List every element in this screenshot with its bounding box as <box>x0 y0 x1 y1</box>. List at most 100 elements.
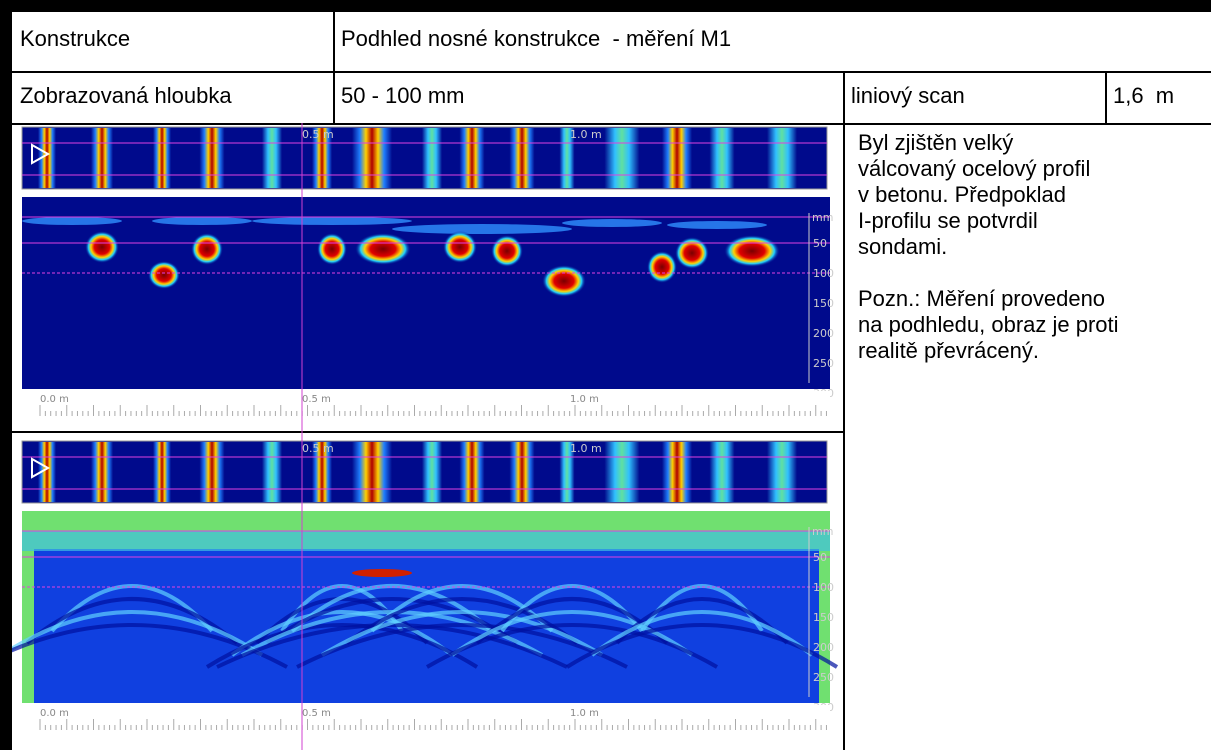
cell: 1,6 m <box>1105 71 1211 125</box>
hyperbola <box>320 610 604 657</box>
hyperbola <box>25 597 239 645</box>
strip-band <box>767 128 797 188</box>
ruler-label: 1.0 m <box>570 708 599 719</box>
ruler <box>22 391 830 417</box>
blob <box>724 235 780 267</box>
note-paragraph: Pozn.: Měření provedeno na podhledu, obra… <box>858 286 1119 364</box>
note-line: realitě převrácený. <box>858 338 1039 363</box>
strip-label: 0.5 m <box>302 128 334 141</box>
layer <box>22 217 122 225</box>
layer <box>152 217 252 225</box>
depth-label: 250 <box>813 671 834 684</box>
hyperbola <box>216 623 568 669</box>
ruler-label: 0.5 m <box>302 708 331 719</box>
note-line: na podhledu, obraz je proti <box>858 312 1119 337</box>
strip-band <box>604 442 640 502</box>
hyperbola <box>565 623 839 669</box>
note-line: Byl zjištěn velký <box>858 130 1014 155</box>
layer <box>392 224 572 234</box>
strip-band <box>199 442 225 502</box>
strip-band <box>709 442 735 502</box>
play-icon <box>31 457 51 479</box>
note-line: Pozn.: Měření provedeno <box>858 286 1106 311</box>
strip-band <box>91 128 113 188</box>
surface <box>22 531 830 551</box>
strip-band <box>91 442 113 502</box>
cell: liniový scan <box>843 71 1107 125</box>
depth-label: 150 <box>813 611 834 624</box>
note-line: sondami. <box>858 234 948 259</box>
strip-band <box>262 128 282 188</box>
depth-label: 200 <box>813 327 834 340</box>
depth-label: 250 <box>813 357 834 370</box>
layer <box>252 217 412 225</box>
scan-images: 0.5 m1.0 mmm501001502002503000.0 m0.5 m1… <box>12 123 843 750</box>
depth-label: 100 <box>813 267 834 280</box>
strip-band <box>153 128 171 188</box>
blob <box>85 231 119 263</box>
hyperbola <box>265 597 519 645</box>
depth-label: 50 <box>813 237 827 250</box>
depth-label: 200 <box>813 641 834 654</box>
divider <box>843 123 845 750</box>
blob <box>675 237 709 269</box>
note-line: v betonu. Předpoklad <box>858 182 1066 207</box>
depth-label: 100 <box>813 581 834 594</box>
blob <box>355 233 411 265</box>
blob <box>491 235 523 267</box>
strip-band <box>153 442 171 502</box>
strip-band <box>352 128 392 188</box>
border-top <box>0 0 1211 12</box>
strip-band <box>604 128 640 188</box>
strip-band <box>262 442 282 502</box>
cell: 50 - 100 mm <box>333 71 845 125</box>
cell: Konstrukce <box>12 12 335 73</box>
blob <box>647 251 677 283</box>
strip-band <box>422 128 442 188</box>
strip-label: 1.0 m <box>570 442 602 455</box>
hyperbola <box>450 610 694 657</box>
play-icon <box>31 143 51 165</box>
hyperbola <box>296 623 628 669</box>
strip-band <box>352 442 392 502</box>
strip-label: 0.5 m <box>302 442 334 455</box>
hyperbola <box>615 597 789 645</box>
strip-label: 1.0 m <box>570 128 602 141</box>
depth-unit: mm <box>812 211 833 224</box>
strip-band <box>662 128 692 188</box>
hyperbola <box>425 623 719 669</box>
hyperbola <box>12 610 264 657</box>
strip-band <box>459 442 485 502</box>
note-paragraph: Byl zjištěn velký válcovaný ocelový profi… <box>858 130 1119 260</box>
border-left <box>0 0 12 750</box>
note: Byl zjištěn velký válcovaný ocelový profi… <box>858 130 1119 390</box>
depth-label: 50 <box>813 551 827 564</box>
hyperbola <box>230 610 454 657</box>
strip-band <box>509 128 535 188</box>
ruler-label: 0.0 m <box>40 708 69 719</box>
strip-band <box>509 442 535 502</box>
depth-unit: mm <box>812 525 833 538</box>
ruler <box>22 705 830 731</box>
note-line: válcovaný ocelový profil <box>858 156 1091 181</box>
hyperbola <box>590 610 814 657</box>
ruler-label: 0.0 m <box>40 394 69 405</box>
strip-band <box>662 442 692 502</box>
strip-band <box>199 128 225 188</box>
hyperbola <box>345 597 579 645</box>
blob <box>317 233 347 265</box>
hyperbola <box>370 584 554 633</box>
layer <box>667 221 767 229</box>
blob <box>191 233 223 265</box>
blob <box>443 231 477 263</box>
strip-band <box>709 128 735 188</box>
blob <box>542 265 586 297</box>
ruler-label: 0.5 m <box>302 394 331 405</box>
ruler-label: 1.0 m <box>570 394 599 405</box>
strip-band <box>459 128 485 188</box>
reflection <box>352 569 412 577</box>
hyperbola <box>205 623 479 669</box>
blob <box>148 261 180 289</box>
strip-band <box>767 442 797 502</box>
